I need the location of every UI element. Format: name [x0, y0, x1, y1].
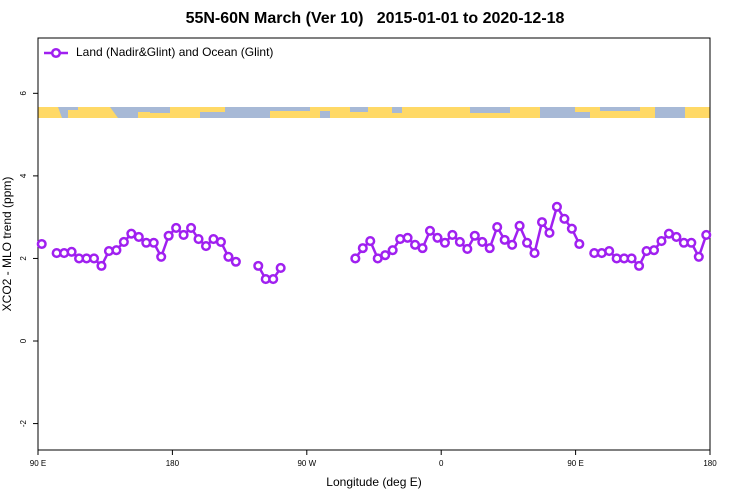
y-tick-label: 4 — [19, 173, 28, 178]
data-point — [417, 243, 428, 254]
data-point — [634, 260, 645, 271]
data-point — [559, 213, 570, 224]
data-point — [551, 201, 562, 212]
data-point — [492, 222, 503, 233]
data-point — [148, 237, 159, 248]
data-point — [604, 245, 615, 257]
y-tick-label: 6 — [19, 91, 28, 96]
data-point — [477, 236, 488, 247]
data-point — [215, 236, 226, 247]
chart-title: 55N-60N March (Ver 10) 2015-01-01 to 202… — [186, 10, 565, 27]
data-point — [223, 251, 234, 262]
data-point — [447, 229, 458, 240]
data-point — [111, 245, 122, 256]
data-point — [163, 230, 174, 241]
data-point — [499, 234, 510, 245]
data-point — [469, 230, 480, 241]
data-point — [656, 236, 667, 247]
data-point — [626, 253, 637, 264]
y-tick-label: -2 — [19, 419, 28, 427]
data-point — [230, 256, 241, 267]
data-point — [66, 246, 77, 257]
data-point — [454, 236, 465, 247]
data-point — [380, 250, 391, 261]
data-point — [574, 238, 585, 250]
data-point — [462, 243, 473, 255]
data-point — [522, 237, 533, 248]
data-point — [693, 251, 704, 262]
data-point — [156, 251, 167, 262]
data-point — [387, 245, 398, 256]
data-point — [193, 233, 204, 245]
x-tick-label: 180 — [166, 459, 180, 468]
data-point — [200, 241, 212, 252]
data-point — [357, 243, 368, 254]
land-ocean-strip — [38, 107, 710, 118]
data-point — [118, 236, 129, 247]
data-point — [536, 217, 548, 228]
data-point — [439, 237, 450, 248]
data-point — [566, 223, 577, 234]
data-point — [365, 236, 376, 247]
data-point — [686, 237, 697, 248]
data-point — [96, 260, 107, 271]
x-tick-label: 90 E — [30, 459, 46, 468]
data-point — [178, 229, 189, 240]
x-tick-label: 0 — [439, 459, 444, 468]
data-point — [133, 231, 144, 243]
data-point — [268, 274, 279, 285]
legend-marker — [50, 47, 62, 59]
x-axis-label: Longitude (deg E) — [326, 475, 421, 489]
data-point — [484, 243, 495, 254]
data-point — [514, 220, 525, 231]
data-point — [36, 238, 47, 250]
data-point — [432, 232, 443, 243]
data-point — [171, 222, 182, 233]
x-tick-label: 90 W — [297, 459, 316, 468]
y-tick-label: 0 — [19, 338, 28, 343]
data-point — [350, 253, 361, 264]
data-point — [275, 262, 286, 273]
data-point — [402, 232, 413, 243]
x-tick-label: 180 — [703, 459, 717, 468]
data-point — [88, 253, 100, 264]
data-point — [253, 260, 264, 271]
data-point — [529, 248, 540, 259]
y-axis-label: XCO2 - MLO trend (ppm) — [0, 177, 14, 312]
data-point — [424, 225, 436, 236]
data-point — [648, 245, 660, 256]
data-point — [544, 227, 555, 238]
x-tick-label: 90 E — [567, 459, 583, 468]
data-point — [701, 229, 712, 240]
data-point — [671, 231, 682, 243]
y-tick-label: 2 — [19, 256, 28, 261]
data-point — [507, 239, 518, 250]
legend-label: Land (Nadir&Glint) and Ocean (Glint) — [76, 45, 273, 59]
data-point — [186, 222, 197, 233]
